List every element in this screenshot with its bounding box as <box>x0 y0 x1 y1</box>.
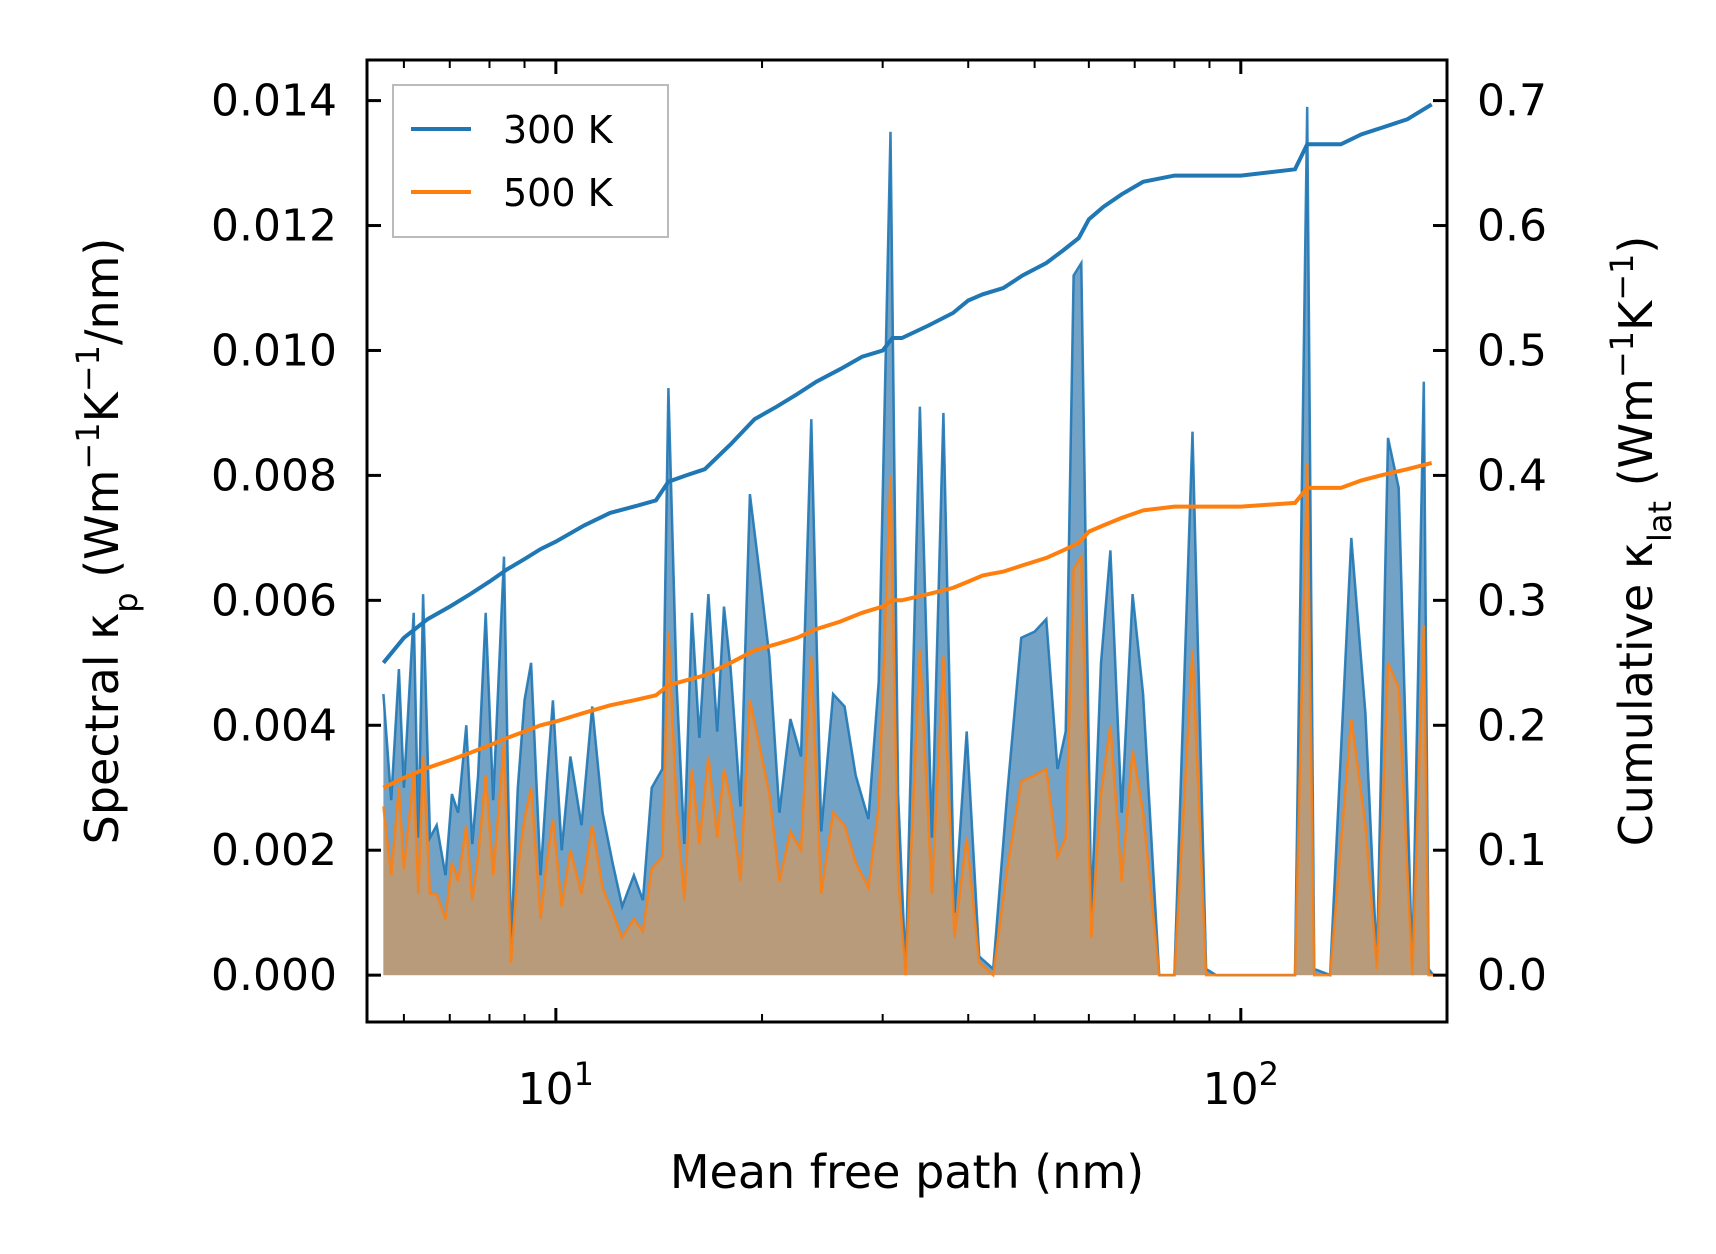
plot-frame <box>365 58 1449 1024</box>
y-right-tick-label: 0.3 <box>1477 575 1547 626</box>
y-left-tick-label: 0.002 <box>211 825 337 876</box>
y-right-tick-label: 0.2 <box>1477 700 1547 751</box>
y-axis-left-label: Spectral κp (Wm−1K−1/nm) <box>69 238 145 845</box>
y-right-tick-label: 0.6 <box>1477 201 1547 252</box>
tick-labels: 0.000 0.002 0.004 0.006 0.008 0.010 0.012 0.014… <box>211 76 1547 1115</box>
y-left-tick-label: 0.004 <box>211 700 337 751</box>
y-right-tick-label: 0.0 <box>1477 950 1547 1001</box>
y-right-tick-label: 0.1 <box>1477 825 1547 876</box>
y-left-tick-label: 0.000 <box>211 950 337 1001</box>
series-lines <box>381 102 1433 790</box>
cumulative-line-500k <box>382 460 1433 790</box>
y-right-tick-label: 0.4 <box>1477 450 1547 501</box>
legend-label-500k: 500 K <box>503 171 614 215</box>
y-left-tick-label: 0.012 <box>211 201 337 252</box>
y-left-tick-label: 0.010 <box>211 325 337 376</box>
axis-ticks <box>367 60 1447 1022</box>
spectral-area-500k <box>383 462 1434 976</box>
spectral-line-500k <box>382 462 1434 978</box>
spectral-fills <box>382 106 1435 978</box>
x-axis-label: Mean free path (nm) <box>670 1145 1144 1199</box>
y-left-tick-label: 0.006 <box>211 575 337 626</box>
cumulative-line-300k <box>381 102 1433 665</box>
y-left-tick-label: 0.008 <box>211 450 337 501</box>
x-tick-label: 102 <box>1203 1055 1279 1115</box>
y-left-tick-label: 0.014 <box>211 76 337 127</box>
x-tick-label: 101 <box>518 1055 594 1115</box>
y-axis-right-label: Cumulative κlat (Wm−1K−1) <box>1603 236 1679 847</box>
legend-label-300k: 300 K <box>503 108 614 152</box>
spectral-line-300k <box>382 106 1435 977</box>
legend: 300 K 500 K <box>392 84 669 238</box>
y-right-tick-label: 0.5 <box>1477 325 1547 376</box>
legend-box <box>392 84 669 238</box>
y-right-tick-label: 0.7 <box>1477 76 1547 127</box>
